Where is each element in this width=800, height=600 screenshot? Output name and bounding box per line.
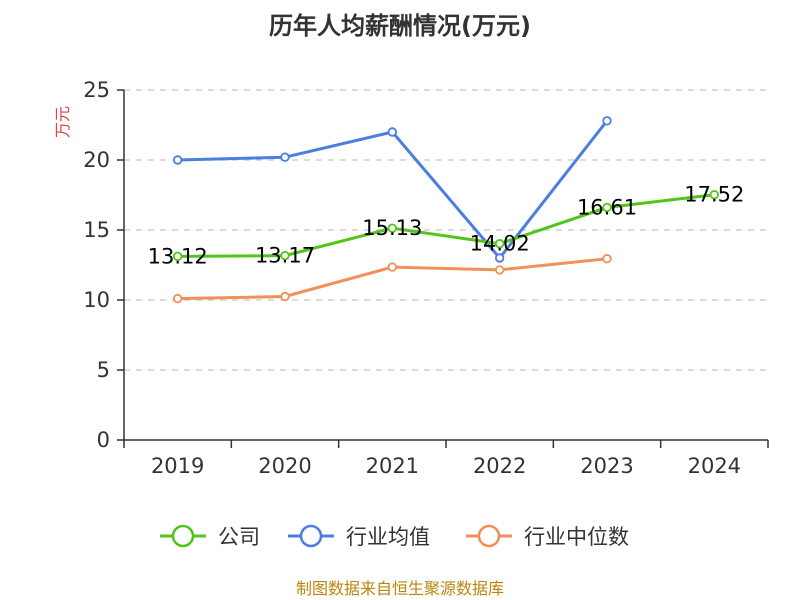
y-tick-label: 0 [97, 428, 110, 452]
data-point[interactable] [602, 254, 612, 264]
x-tick-label: 2021 [366, 454, 419, 478]
gridlines [124, 89, 768, 371]
data-point[interactable] [387, 262, 398, 272]
data-label: 13.12 [148, 244, 208, 268]
data-point[interactable] [172, 251, 183, 262]
series-0 [172, 190, 720, 262]
x-tick-label: 2023 [580, 454, 633, 478]
series-1 [172, 116, 612, 263]
y-axis-label: 万元 [53, 106, 72, 138]
legend-item[interactable]: 公司 [160, 524, 260, 549]
x-tick-label: 2022 [473, 454, 526, 478]
series-line [177, 193, 715, 258]
data-point[interactable] [280, 152, 290, 162]
data-point[interactable] [709, 190, 720, 200]
data-point[interactable] [387, 223, 398, 233]
data-point[interactable] [387, 127, 398, 137]
y-tick-label: 5 [97, 358, 110, 382]
chart-title: 历年人均薪酬情况(万元) [269, 12, 531, 40]
legend-marker [477, 524, 501, 548]
y-tick-label: 25 [83, 78, 110, 102]
legend-item[interactable]: 行业中位数 [466, 524, 629, 549]
y-tick-label: 10 [83, 288, 110, 312]
data-point[interactable] [172, 293, 183, 304]
legend-label: 行业均值 [346, 525, 430, 549]
series-layer [172, 116, 720, 304]
legend-label: 行业中位数 [524, 525, 629, 549]
data-label: 13.17 [255, 244, 315, 268]
data-point[interactable] [494, 239, 505, 249]
data-labels: 13.12 13.17 15.13 14.02 16.61 17.52 [148, 183, 745, 269]
legend-item[interactable]: 行业均值 [288, 524, 430, 549]
data-label: 14.02 [470, 232, 530, 256]
axes: 0 5 10 15 20 25 2019 2020 2021 2022 2023 2024 [83, 78, 769, 478]
data-point[interactable] [494, 253, 505, 263]
data-point[interactable] [494, 265, 505, 275]
data-point[interactable] [280, 250, 290, 261]
legend-marker [299, 524, 323, 548]
data-point[interactable] [172, 155, 183, 165]
legend[interactable]: 公司 行业均值 行业中位数 [160, 524, 629, 549]
legend-label: 公司 [218, 525, 260, 549]
y-tick-label: 20 [83, 148, 110, 172]
data-point[interactable] [602, 116, 612, 126]
data-label: 17.52 [684, 183, 744, 207]
data-point[interactable] [280, 291, 290, 302]
data-label: 15.13 [362, 216, 422, 240]
series-2 [172, 254, 612, 304]
x-tick-label: 2024 [688, 454, 741, 478]
x-tick-label: 2019 [151, 454, 204, 478]
y-tick-label: 15 [83, 218, 110, 242]
source-note: 制图数据来自恒生聚源数据库 [296, 579, 504, 598]
data-label: 16.61 [577, 195, 637, 219]
data-point[interactable] [602, 202, 612, 213]
legend-marker [171, 524, 195, 548]
x-tick-label: 2020 [258, 454, 311, 478]
